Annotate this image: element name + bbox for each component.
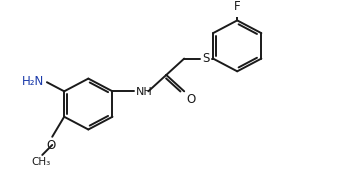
Text: O: O <box>47 140 56 152</box>
Text: S: S <box>202 52 210 65</box>
Text: CH₃: CH₃ <box>32 157 51 167</box>
Text: H₂N: H₂N <box>22 75 44 88</box>
Text: O: O <box>186 93 195 106</box>
Text: F: F <box>234 0 241 13</box>
Text: NH: NH <box>136 87 152 97</box>
